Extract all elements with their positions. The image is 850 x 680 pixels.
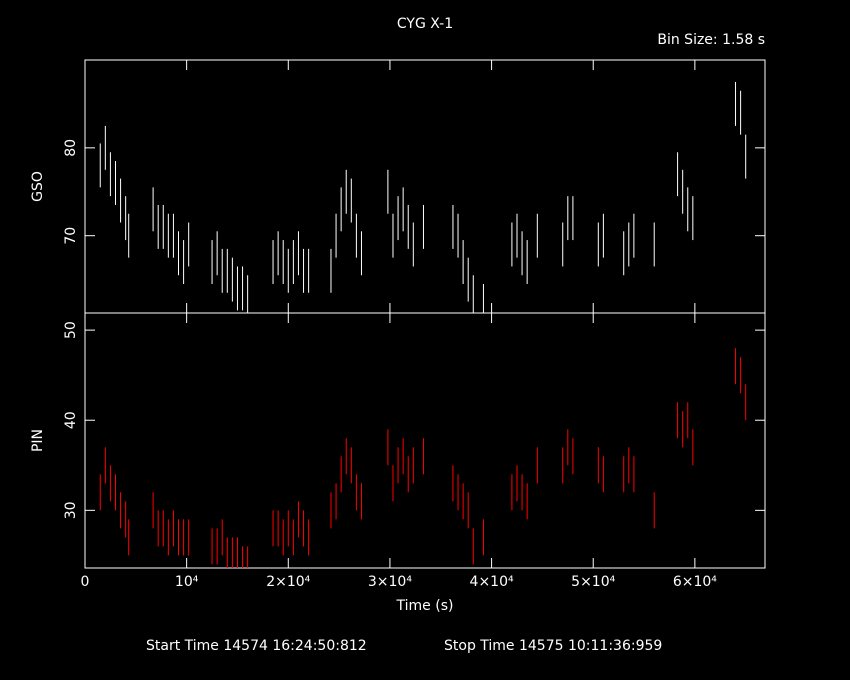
panel-frame	[84, 312, 766, 569]
stop-time: Stop Time 14575 10:11:36:959	[444, 638, 662, 654]
x-axis-label: Time (s)	[396, 598, 454, 614]
y-tick-label: 70	[63, 227, 79, 245]
y-tick-label: 50	[63, 321, 79, 339]
chart-title: CYG X-1	[397, 16, 453, 32]
x-tick-label: 2×10⁴	[266, 574, 310, 590]
x-tick-label: 0	[81, 574, 90, 590]
start-time: Start Time 14574 16:24:50:812	[146, 638, 367, 654]
bin-size: Bin Size: 1.58 s	[657, 32, 765, 48]
x-tick-label: 4×10⁴	[470, 574, 514, 590]
y-tick-label: 30	[63, 501, 79, 519]
x-tick-label: 5×10⁴	[571, 574, 615, 590]
y-axis-label: PIN	[30, 429, 46, 452]
x-tick-label: 3×10⁴	[368, 574, 412, 590]
x-tick-label: 6×10⁴	[673, 574, 717, 590]
y-tick-label: 40	[63, 411, 79, 429]
y-axis-label: GSO	[30, 171, 46, 202]
x-tick-label: 10⁴	[175, 574, 199, 590]
y-tick-label: 80	[63, 139, 79, 157]
